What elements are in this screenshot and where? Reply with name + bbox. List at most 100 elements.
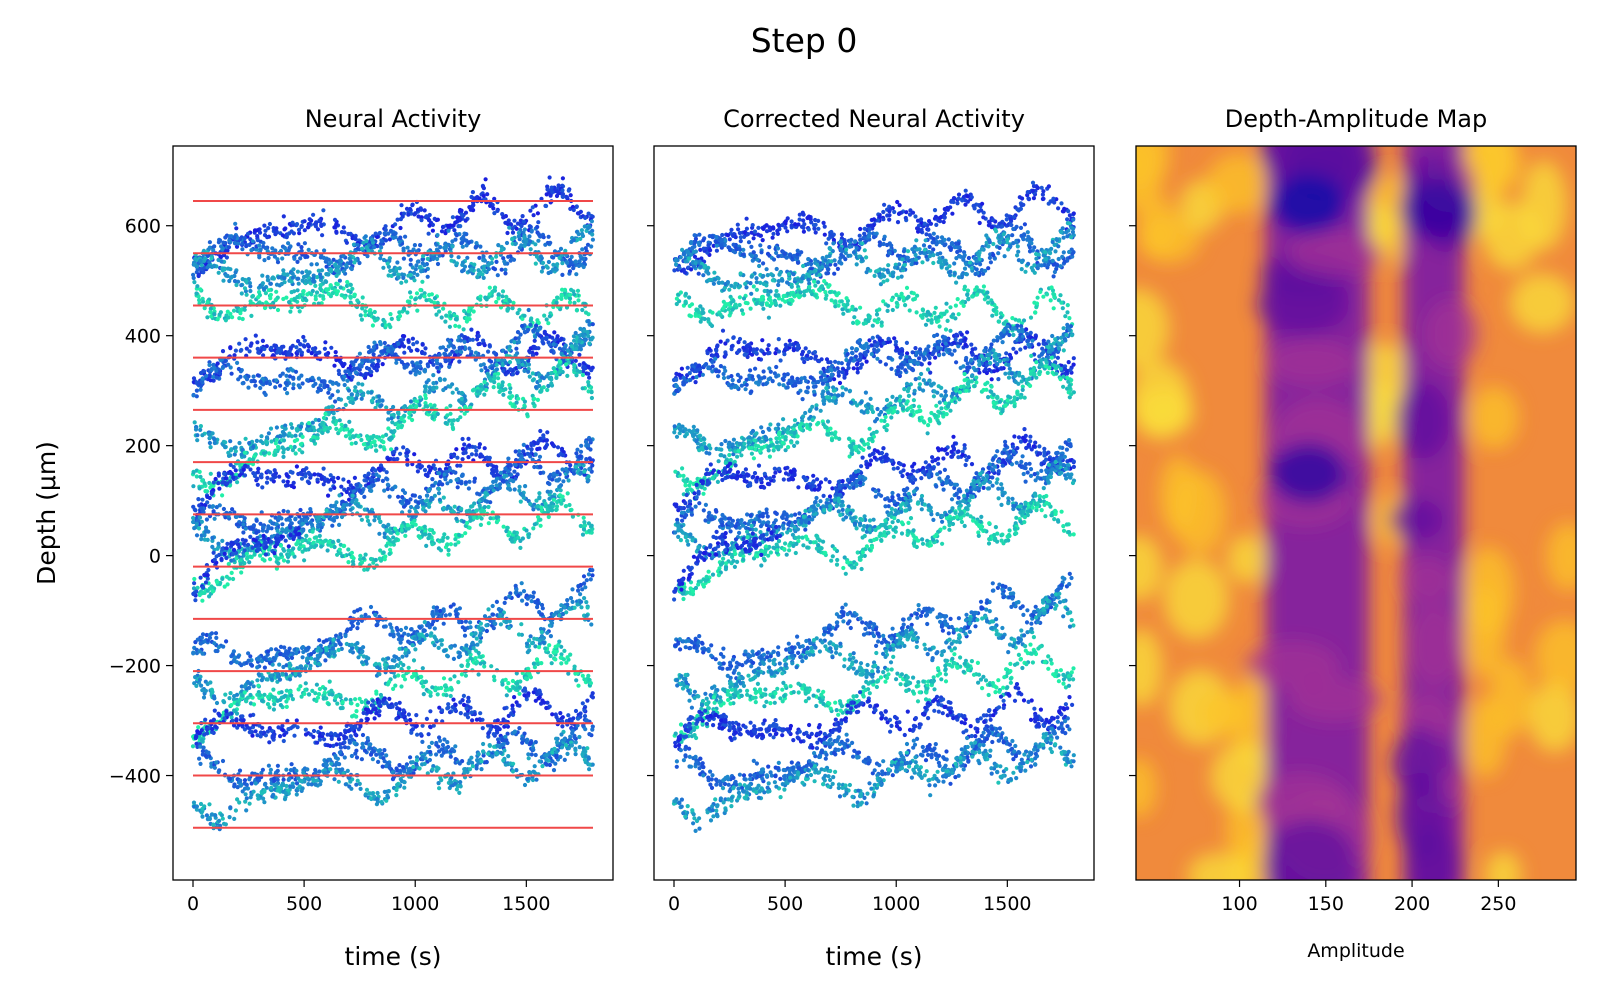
- scatter-point: [255, 482, 260, 487]
- scatter-point: [441, 306, 446, 311]
- scatter-point: [249, 313, 254, 318]
- scatter-point: [266, 255, 271, 261]
- scatter-point: [513, 241, 518, 247]
- scatter-point: [202, 537, 207, 542]
- scatter-point: [347, 432, 352, 437]
- scatter-point: [255, 346, 260, 351]
- scatter-point: [311, 425, 316, 430]
- scatter-point: [245, 231, 251, 236]
- scatter-point: [446, 228, 451, 233]
- scatter-point: [368, 311, 373, 316]
- scatter-point: [420, 342, 425, 347]
- scatter-point: [516, 396, 521, 401]
- scatter-point: [387, 237, 392, 242]
- scatter-point: [506, 469, 511, 474]
- scatter-point: [395, 456, 400, 462]
- scatter-point: [483, 269, 488, 274]
- scatter-point: [519, 243, 524, 248]
- scatter-point: [414, 399, 420, 404]
- scatter-point: [551, 471, 557, 476]
- scatter-point: [574, 272, 579, 277]
- scatter-point: [463, 480, 468, 485]
- scatter-point: [308, 473, 314, 478]
- scatter-point: [423, 404, 428, 409]
- scatter-point: [568, 352, 573, 357]
- scatter-point: [195, 438, 200, 443]
- scatter-point: [236, 241, 241, 246]
- scatter-point: [588, 438, 593, 443]
- scatter-point: [243, 436, 248, 441]
- scatter-point: [487, 292, 492, 297]
- scatter-point: [284, 373, 289, 378]
- scatter-point: [438, 245, 443, 250]
- scatter-point: [590, 365, 595, 370]
- scatter-point: [383, 554, 388, 559]
- scatter-point: [475, 337, 480, 342]
- scatter-point: [273, 515, 278, 520]
- scatter-point: [395, 410, 401, 415]
- scatter-point: [199, 519, 204, 524]
- scatter-point: [275, 556, 280, 561]
- scatter-point: [386, 426, 391, 431]
- scatter-point: [478, 522, 483, 528]
- scatter-point: [350, 554, 355, 559]
- scatter-point: [586, 226, 591, 231]
- scatter-point: [494, 483, 499, 488]
- scatter-point: [431, 463, 436, 468]
- scatter-point: [255, 470, 260, 475]
- scatter-point: [314, 290, 320, 295]
- scatter-point: [411, 342, 416, 347]
- scatter-point: [513, 449, 518, 454]
- scatter-point: [377, 531, 382, 536]
- scatter-point: [531, 213, 536, 218]
- scatter-point: [529, 228, 534, 233]
- scatter-point: [270, 246, 275, 251]
- scatter-point: [226, 315, 231, 320]
- scatter-point: [414, 504, 419, 509]
- scatter-point: [321, 415, 327, 421]
- scatter-point: [326, 478, 331, 484]
- scatter-point: [191, 484, 196, 489]
- scatter-point: [373, 468, 378, 473]
- scatter-point: [320, 420, 325, 425]
- scatter-point: [410, 265, 415, 270]
- scatter-point: [242, 454, 247, 459]
- scatter-point: [382, 534, 387, 540]
- scatter-point: [559, 296, 564, 301]
- scatter-point: [510, 230, 516, 235]
- scatter-point: [275, 349, 280, 354]
- scatter-point: [533, 261, 538, 266]
- scatter-point: [531, 377, 537, 382]
- scatter-point: [309, 351, 314, 356]
- scatter-point: [415, 464, 420, 469]
- scatter-point: [236, 366, 241, 372]
- scatter-point: [362, 494, 367, 499]
- scatter-point: [279, 534, 284, 539]
- scatter-point: [342, 295, 347, 300]
- scatter-point: [586, 478, 591, 483]
- scatter-point: [347, 256, 352, 261]
- scatter-point: [483, 177, 488, 182]
- scatter-point: [380, 239, 385, 244]
- scatter-point: [350, 493, 355, 498]
- scatter-point: [518, 499, 523, 504]
- scatter-point: [573, 464, 579, 469]
- scatter-point: [398, 217, 403, 222]
- scatter-point: [303, 278, 309, 283]
- scatter-point: [391, 235, 396, 240]
- scatter-point: [422, 294, 427, 299]
- scatter-point: [286, 241, 291, 246]
- scatter-point: [549, 185, 554, 190]
- scatter-point: [227, 278, 232, 284]
- scatter-point: [289, 229, 294, 234]
- scatter-point: [460, 262, 465, 267]
- scatter-point: [586, 319, 591, 324]
- scatter-point: [274, 437, 279, 442]
- scatter-point: [222, 584, 227, 589]
- scatter-point: [236, 377, 241, 382]
- scatter-point: [393, 222, 398, 227]
- scatter-point: [296, 227, 302, 232]
- scatter-point: [479, 508, 484, 513]
- scatter-point: [461, 327, 466, 332]
- scatter-point: [204, 517, 209, 522]
